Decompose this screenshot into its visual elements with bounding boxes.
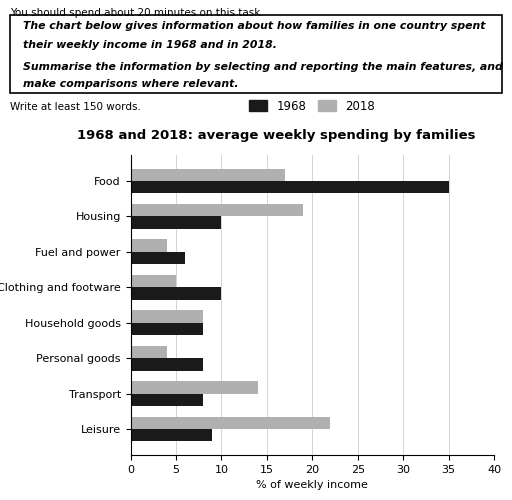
X-axis label: % of weekly income: % of weekly income: [257, 480, 368, 490]
Text: Write at least 150 words.: Write at least 150 words.: [10, 102, 141, 113]
Bar: [131, 310, 203, 322]
Bar: [131, 416, 331, 429]
Text: You should spend about 20 minutes on this task.: You should spend about 20 minutes on thi…: [10, 8, 264, 18]
Bar: [131, 240, 167, 252]
Bar: [131, 204, 303, 216]
FancyBboxPatch shape: [10, 15, 502, 92]
Bar: [131, 181, 449, 194]
Bar: [131, 275, 176, 287]
Bar: [131, 358, 203, 370]
Text: make comparisons where relevant.: make comparisons where relevant.: [23, 80, 238, 90]
Bar: [131, 322, 203, 335]
Bar: [131, 394, 203, 406]
Text: The chart below gives information about how families in one country spent: The chart below gives information about …: [23, 21, 485, 31]
Bar: [131, 288, 221, 300]
Text: their weekly income in 1968 and in 2018.: their weekly income in 1968 and in 2018.: [23, 40, 276, 50]
Bar: [131, 216, 221, 229]
Bar: [131, 346, 167, 358]
Text: Summarise the information by selecting and reporting the main features, and: Summarise the information by selecting a…: [23, 62, 502, 72]
Bar: [131, 429, 212, 442]
Legend: 1968, 2018: 1968, 2018: [245, 95, 380, 118]
Bar: [131, 168, 285, 181]
Bar: [131, 252, 185, 264]
Text: 1968 and 2018: average weekly spending by families: 1968 and 2018: average weekly spending b…: [77, 130, 476, 142]
Bar: [131, 381, 258, 394]
